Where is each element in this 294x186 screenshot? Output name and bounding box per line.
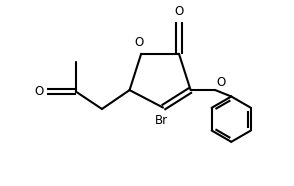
Text: Br: Br [155,114,168,127]
Text: O: O [174,5,183,18]
Text: O: O [217,76,226,89]
Text: O: O [134,36,143,49]
Text: O: O [34,85,43,98]
